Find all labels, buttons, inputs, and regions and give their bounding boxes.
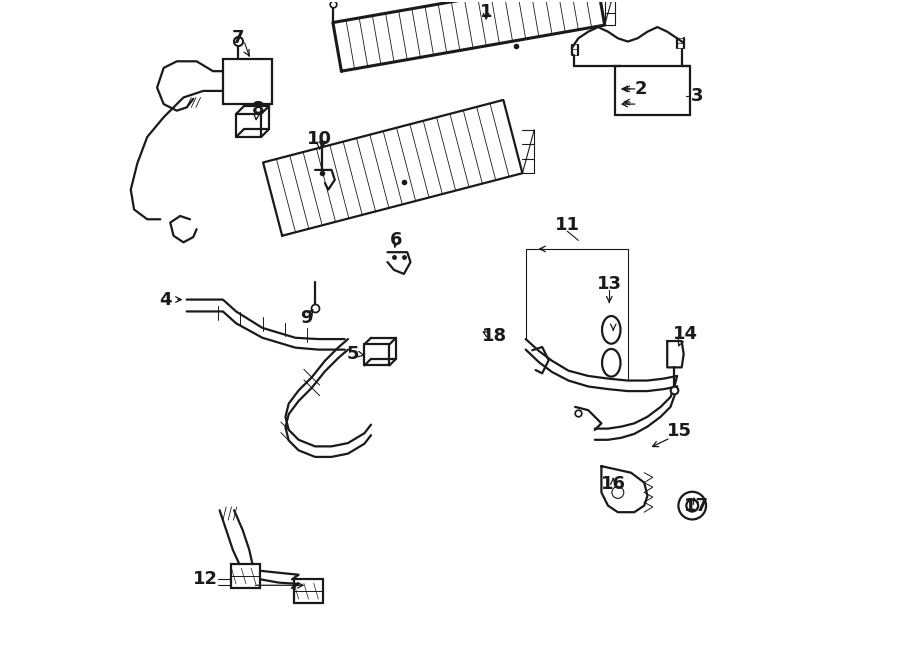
- Text: 3: 3: [690, 87, 703, 104]
- Text: 14: 14: [673, 325, 698, 344]
- Text: 7: 7: [232, 29, 244, 48]
- Text: 12: 12: [193, 570, 218, 588]
- Text: 18: 18: [482, 327, 508, 346]
- Bar: [294, 579, 323, 603]
- Text: 10: 10: [307, 130, 332, 148]
- Text: 15: 15: [667, 422, 691, 440]
- Bar: [223, 59, 273, 104]
- Text: 11: 11: [554, 215, 580, 233]
- Text: 4: 4: [159, 291, 172, 309]
- Bar: [231, 564, 260, 588]
- Bar: [615, 66, 690, 115]
- Text: 5: 5: [346, 345, 359, 364]
- Text: 13: 13: [597, 275, 622, 293]
- Text: 9: 9: [301, 309, 313, 327]
- Text: 17: 17: [684, 496, 709, 515]
- Text: 2: 2: [634, 80, 647, 98]
- Text: 16: 16: [600, 475, 626, 493]
- Text: 8: 8: [251, 100, 264, 118]
- Text: 6: 6: [390, 231, 402, 249]
- Text: 1: 1: [480, 3, 492, 21]
